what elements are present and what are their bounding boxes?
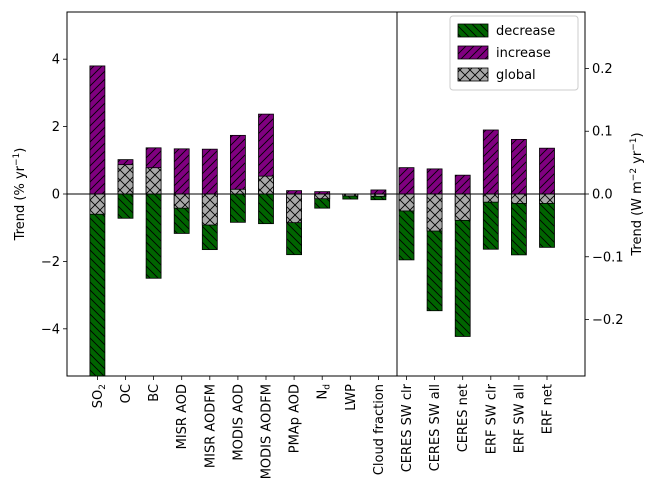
- right-tick-label: 0.2: [592, 62, 613, 77]
- bar-global-oc: [117, 164, 134, 195]
- x-tick-label-pmap-aod: PMAp AOD: [288, 384, 303, 453]
- x-tick-label-cloud-fraction: Cloud fraction: [372, 384, 387, 475]
- legend-label-global: global: [496, 68, 536, 83]
- left-tick-label: 2: [52, 120, 60, 135]
- x-tick-label-erf-net: ERF net: [541, 384, 556, 434]
- bar-increase-ceres-sw-all: [426, 168, 443, 195]
- bar-decrease-modis-aod: [229, 193, 246, 223]
- bar-increase-modis-aod: [229, 134, 246, 195]
- bar-increase-misr-aodfm: [201, 148, 218, 195]
- bar-decrease-oc: [117, 193, 134, 219]
- bar-global-misr-aod: [173, 193, 190, 209]
- x-tick-label-erf-sw-clr: ERF SW clr: [484, 383, 499, 454]
- x-tick-label-misr-aod: MISR AOD: [175, 384, 190, 449]
- right-axis-label: Trend (W m−2 yr−1): [629, 132, 645, 256]
- x-tick-label-erf-sw-all: ERF SW all: [512, 384, 527, 453]
- bar-global-nd: [314, 193, 331, 200]
- legend-swatch-increase: [457, 45, 489, 60]
- right-tick-label: 0.1: [592, 125, 613, 140]
- bar-global-erf-sw-clr: [482, 193, 499, 203]
- left-tick-label: 0: [52, 188, 60, 203]
- legend: decrease increase global: [449, 15, 579, 91]
- bar-global-bc: [145, 167, 162, 195]
- bar-global-ceres-sw-clr: [398, 193, 415, 212]
- left-tick-label: −2: [41, 255, 60, 270]
- bar-global-so2: [89, 193, 106, 215]
- left-tick-label: 4: [52, 53, 60, 68]
- x-tick-label-ceres-net: CERES net: [456, 384, 471, 452]
- x-tick-label-bc: BC: [147, 384, 162, 402]
- x-tick-label-modis-aodfm: MODIS AODFM: [260, 384, 275, 479]
- bar-global-modis-aod: [229, 188, 246, 195]
- bar-global-modis-aodfm: [258, 175, 274, 195]
- x-tick-labels: SO2 OC BC MISR AOD MISR AODFM MODIS AOD MODIS …: [91, 376, 556, 479]
- legend-swatch-global: [457, 67, 489, 82]
- legend-swatch-decrease: [457, 23, 489, 38]
- bar-increase-ceres-sw-clr: [398, 167, 415, 195]
- bar-increase-ceres-net: [454, 174, 471, 195]
- bars-layer: [89, 65, 555, 377]
- bar-increase-pmap-aod: [286, 190, 303, 195]
- x-tick-label-oc: OC: [119, 384, 134, 403]
- x-tick-label-so2: SO2: [91, 384, 108, 408]
- axes-layer: −4 −2 0 2 4 −0.2 −0.1 0.0 0.1 0.2: [41, 11, 624, 377]
- right-tick-label: −0.1: [592, 250, 624, 265]
- bar-global-erf-sw-all: [510, 193, 527, 204]
- x-tick-label-modis-aod: MODIS AOD: [231, 384, 246, 461]
- bar-increase-erf-net: [539, 147, 555, 195]
- bar-global-ceres-net: [454, 193, 471, 221]
- x-tick-label-ceres-sw-clr: CERES SW clr: [400, 383, 415, 472]
- bar-decrease-so2: [89, 193, 106, 377]
- left-tick-label: −4: [41, 322, 60, 337]
- x-tick-label-ceres-sw-all: CERES SW all: [428, 384, 443, 471]
- right-tick-label: −0.2: [592, 313, 624, 328]
- right-tick-label: 0.0: [592, 188, 613, 203]
- bar-increase-so2: [89, 65, 106, 195]
- bar-increase-misr-aod: [173, 148, 190, 195]
- x-tick-label-misr-aodfm: MISR AODFM: [203, 384, 218, 468]
- bar-decrease-modis-aodfm: [258, 193, 274, 225]
- bar-decrease-bc: [145, 193, 162, 279]
- legend-label-decrease: decrease: [496, 24, 555, 39]
- bar-global-misr-aodfm: [201, 193, 218, 226]
- bar-increase-erf-sw-all: [510, 138, 527, 195]
- x-tick-label-lwp: LWP: [344, 384, 359, 411]
- bar-global-erf-net: [539, 193, 555, 204]
- x-tick-label-nd: Nd: [316, 384, 333, 399]
- bar-increase-erf-sw-clr: [482, 129, 499, 195]
- bar-increase-cloud-fraction: [370, 189, 387, 195]
- bar-global-ceres-sw-all: [426, 193, 443, 232]
- left-axis-label: Trend (% yr−1): [12, 148, 28, 242]
- bar-global-pmap-aod: [286, 193, 303, 224]
- legend-label-increase: increase: [496, 46, 551, 61]
